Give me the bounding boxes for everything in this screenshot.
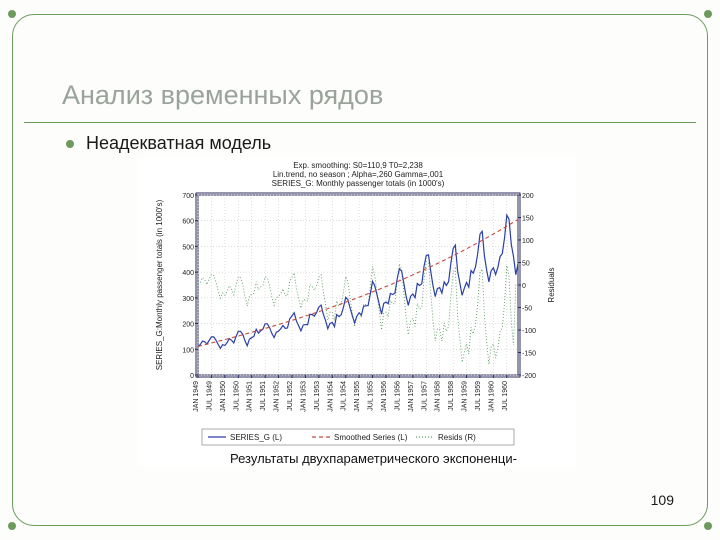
svg-text:-50: -50 xyxy=(522,306,532,313)
svg-text:Residuals: Residuals xyxy=(547,267,556,302)
svg-text:200: 200 xyxy=(522,193,534,200)
svg-text:JUL 1960: JUL 1960 xyxy=(502,381,509,411)
svg-text:JUL 1958: JUL 1958 xyxy=(448,381,455,411)
corner-dot-icon xyxy=(704,10,712,18)
bullet-icon xyxy=(66,140,74,148)
svg-text:ального сглаживания: ального сглаживания xyxy=(230,466,359,467)
svg-text:200: 200 xyxy=(182,322,194,329)
slide: Анализ временных рядов Неадекватная моде… xyxy=(0,0,720,540)
svg-text:JAN 1959: JAN 1959 xyxy=(462,381,469,412)
svg-text:JAN 1958: JAN 1958 xyxy=(435,381,442,412)
svg-text:Exp. smoothing: S0=110,9 T0=2: Exp. smoothing: S0=110,9 T0=2,238 xyxy=(293,161,423,170)
svg-text:SERIES_G:Monthly passenger tot: SERIES_G:Monthly passenger totals (in 10… xyxy=(155,199,164,370)
page-number: 109 xyxy=(651,492,674,508)
svg-text:JAN 1953: JAN 1953 xyxy=(300,381,307,412)
svg-text:400: 400 xyxy=(182,270,194,277)
bullet-item: Неадекватная модель xyxy=(66,133,271,154)
svg-text:JAN 1960: JAN 1960 xyxy=(488,381,495,412)
svg-text:JAN 1949: JAN 1949 xyxy=(193,381,200,412)
svg-text:Lin.trend, no season ; Alpha: Lin.trend, no season ; Alpha=,260 Gamma=… xyxy=(273,170,444,179)
svg-text:JUL 1952: JUL 1952 xyxy=(287,381,294,411)
svg-text:Результаты двухпараметрическог: Результаты двухпараметрического экспонен… xyxy=(230,451,517,466)
svg-text:500: 500 xyxy=(182,244,194,251)
svg-text:JAN 1956: JAN 1956 xyxy=(381,381,388,412)
svg-text:JUL 1953: JUL 1953 xyxy=(314,381,321,411)
svg-text:JUL 1955: JUL 1955 xyxy=(368,381,375,411)
svg-text:JUL 1959: JUL 1959 xyxy=(475,381,482,411)
svg-text:JUL 1954: JUL 1954 xyxy=(341,381,348,411)
svg-text:Resids (R): Resids (R) xyxy=(438,433,476,442)
svg-text:-100: -100 xyxy=(522,328,536,335)
svg-text:300: 300 xyxy=(182,296,194,303)
svg-text:600: 600 xyxy=(182,219,194,226)
svg-text:JAN 1957: JAN 1957 xyxy=(408,381,415,412)
svg-text:Smoothed Series (L): Smoothed Series (L) xyxy=(334,433,408,442)
svg-text:JAN 1950: JAN 1950 xyxy=(220,381,227,412)
corner-dot-icon xyxy=(704,522,712,530)
svg-text:0: 0 xyxy=(190,373,194,380)
title-underline xyxy=(24,122,696,123)
chart-container: Exp. smoothing: S0=110,9 T0=2,238Lin.tre… xyxy=(138,157,576,467)
svg-text:100: 100 xyxy=(182,347,194,354)
svg-text:SERIES_G: Monthly passenger to: SERIES_G: Monthly passenger totals (in 1… xyxy=(272,179,445,188)
svg-text:-200: -200 xyxy=(522,373,536,380)
corner-dot-icon xyxy=(8,10,16,18)
svg-text:0: 0 xyxy=(522,283,526,290)
svg-text:JAN 1955: JAN 1955 xyxy=(354,381,361,412)
svg-text:JAN 1954: JAN 1954 xyxy=(327,381,334,412)
svg-text:JAN 1952: JAN 1952 xyxy=(274,381,281,412)
svg-text:100: 100 xyxy=(522,238,534,245)
svg-text:JUL 1951: JUL 1951 xyxy=(260,381,267,411)
svg-text:JUL 1957: JUL 1957 xyxy=(421,381,428,411)
svg-text:SERIES_G (L): SERIES_G (L) xyxy=(230,433,282,442)
corner-dot-icon xyxy=(8,522,16,530)
slide-title: Анализ временных рядов xyxy=(62,80,383,111)
svg-text:JUL 1950: JUL 1950 xyxy=(233,381,240,411)
svg-text:JAN 1951: JAN 1951 xyxy=(247,381,254,412)
svg-text:JUL 1949: JUL 1949 xyxy=(206,381,213,411)
svg-text:-150: -150 xyxy=(522,351,536,358)
svg-text:150: 150 xyxy=(522,216,534,223)
chart-svg: Exp. smoothing: S0=110,9 T0=2,238Lin.tre… xyxy=(138,157,576,467)
svg-text:50: 50 xyxy=(522,261,530,268)
svg-text:700: 700 xyxy=(182,193,194,200)
bullet-text: Неадекватная модель xyxy=(86,133,271,154)
svg-text:JUL 1956: JUL 1956 xyxy=(394,381,401,411)
